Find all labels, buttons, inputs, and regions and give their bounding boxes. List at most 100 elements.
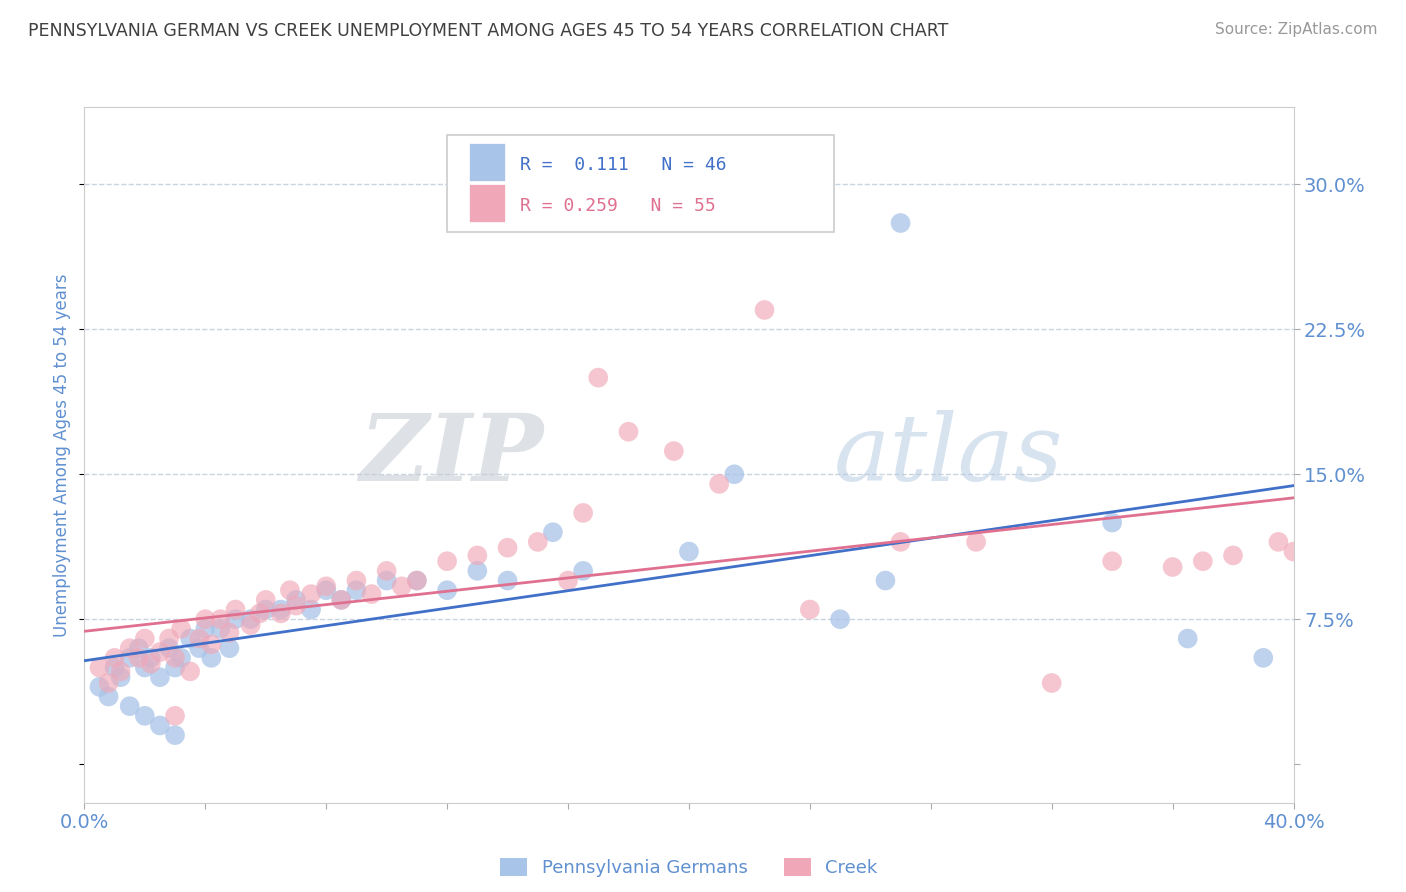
Point [104, 651, 127, 665]
Point [118, 699, 141, 714]
Point [285, 592, 308, 607]
Point [165, 708, 187, 723]
Point [225, 602, 247, 616]
Point [467, 564, 489, 578]
Point [209, 612, 232, 626]
Point [170, 651, 193, 665]
Point [157, 641, 180, 656]
Point [104, 660, 127, 674]
Point [678, 544, 700, 558]
Point [165, 728, 187, 742]
Point [200, 637, 222, 651]
Point [128, 641, 150, 656]
Point [134, 632, 156, 646]
Point [1267, 535, 1289, 549]
Point [875, 574, 897, 588]
Point [375, 574, 398, 588]
Point [391, 579, 413, 593]
Point [527, 535, 550, 549]
Point [254, 602, 277, 616]
Text: PENNSYLVANIA GERMAN VS CREEK UNEMPLOYMENT AMONG AGES 45 TO 54 YEARS CORRELATION : PENNSYLVANIA GERMAN VS CREEK UNEMPLOYMEN… [28, 22, 949, 40]
Point [467, 549, 489, 563]
Point [709, 477, 731, 491]
Point [118, 641, 141, 656]
Point [346, 574, 368, 588]
Point [588, 370, 610, 384]
Point [97, 690, 120, 704]
Text: atlas: atlas [834, 410, 1063, 500]
Point [799, 602, 821, 616]
Legend: Pennsylvania Germans, Creek: Pennsylvania Germans, Creek [494, 850, 884, 884]
Point [188, 641, 211, 656]
Point [1161, 560, 1184, 574]
Point [89, 660, 111, 674]
Point [249, 607, 271, 621]
Point [179, 632, 201, 646]
Point [360, 587, 382, 601]
Point [239, 612, 262, 626]
Point [254, 592, 277, 607]
Y-axis label: Unemployment Among Ages 45 to 54 years: Unemployment Among Ages 45 to 54 years [53, 273, 72, 637]
Point [149, 718, 172, 732]
Point [270, 602, 292, 616]
Point [496, 541, 519, 555]
Point [572, 564, 595, 578]
Point [149, 670, 172, 684]
Point [157, 632, 180, 646]
Point [134, 660, 156, 674]
Point [723, 467, 745, 482]
Point [134, 708, 156, 723]
Point [1101, 554, 1123, 568]
Point [1040, 676, 1063, 690]
Point [617, 425, 640, 439]
Point [1101, 516, 1123, 530]
Point [890, 535, 912, 549]
Point [110, 670, 132, 684]
Point [218, 641, 240, 656]
Point [1282, 544, 1305, 558]
Point [278, 583, 301, 598]
Point [139, 651, 162, 665]
Point [110, 665, 132, 679]
Point [965, 535, 987, 549]
Point [139, 657, 162, 671]
Point [218, 625, 240, 640]
Point [1192, 554, 1215, 568]
Point [170, 622, 193, 636]
Point [270, 607, 292, 621]
Point [179, 665, 201, 679]
Point [188, 632, 211, 646]
Point [315, 583, 337, 598]
Point [285, 599, 308, 613]
Point [436, 554, 458, 568]
Point [1222, 549, 1244, 563]
Point [200, 651, 222, 665]
Point [541, 525, 564, 540]
Point [225, 612, 247, 626]
FancyBboxPatch shape [447, 135, 834, 232]
Point [128, 651, 150, 665]
Point [406, 574, 429, 588]
Point [496, 574, 519, 588]
Point [165, 651, 187, 665]
Point [89, 680, 111, 694]
Point [330, 592, 353, 607]
Point [97, 676, 120, 690]
Point [406, 574, 429, 588]
Point [165, 660, 187, 674]
Point [239, 618, 262, 632]
Point [299, 587, 322, 601]
Point [299, 602, 322, 616]
Point [346, 583, 368, 598]
Point [375, 564, 398, 578]
Point [754, 303, 776, 318]
Point [194, 622, 217, 636]
Point [890, 216, 912, 230]
Text: ZIP: ZIP [360, 410, 544, 500]
Point [1253, 651, 1275, 665]
FancyBboxPatch shape [468, 144, 505, 181]
Point [436, 583, 458, 598]
Point [662, 444, 685, 458]
FancyBboxPatch shape [468, 184, 505, 222]
Point [118, 651, 141, 665]
